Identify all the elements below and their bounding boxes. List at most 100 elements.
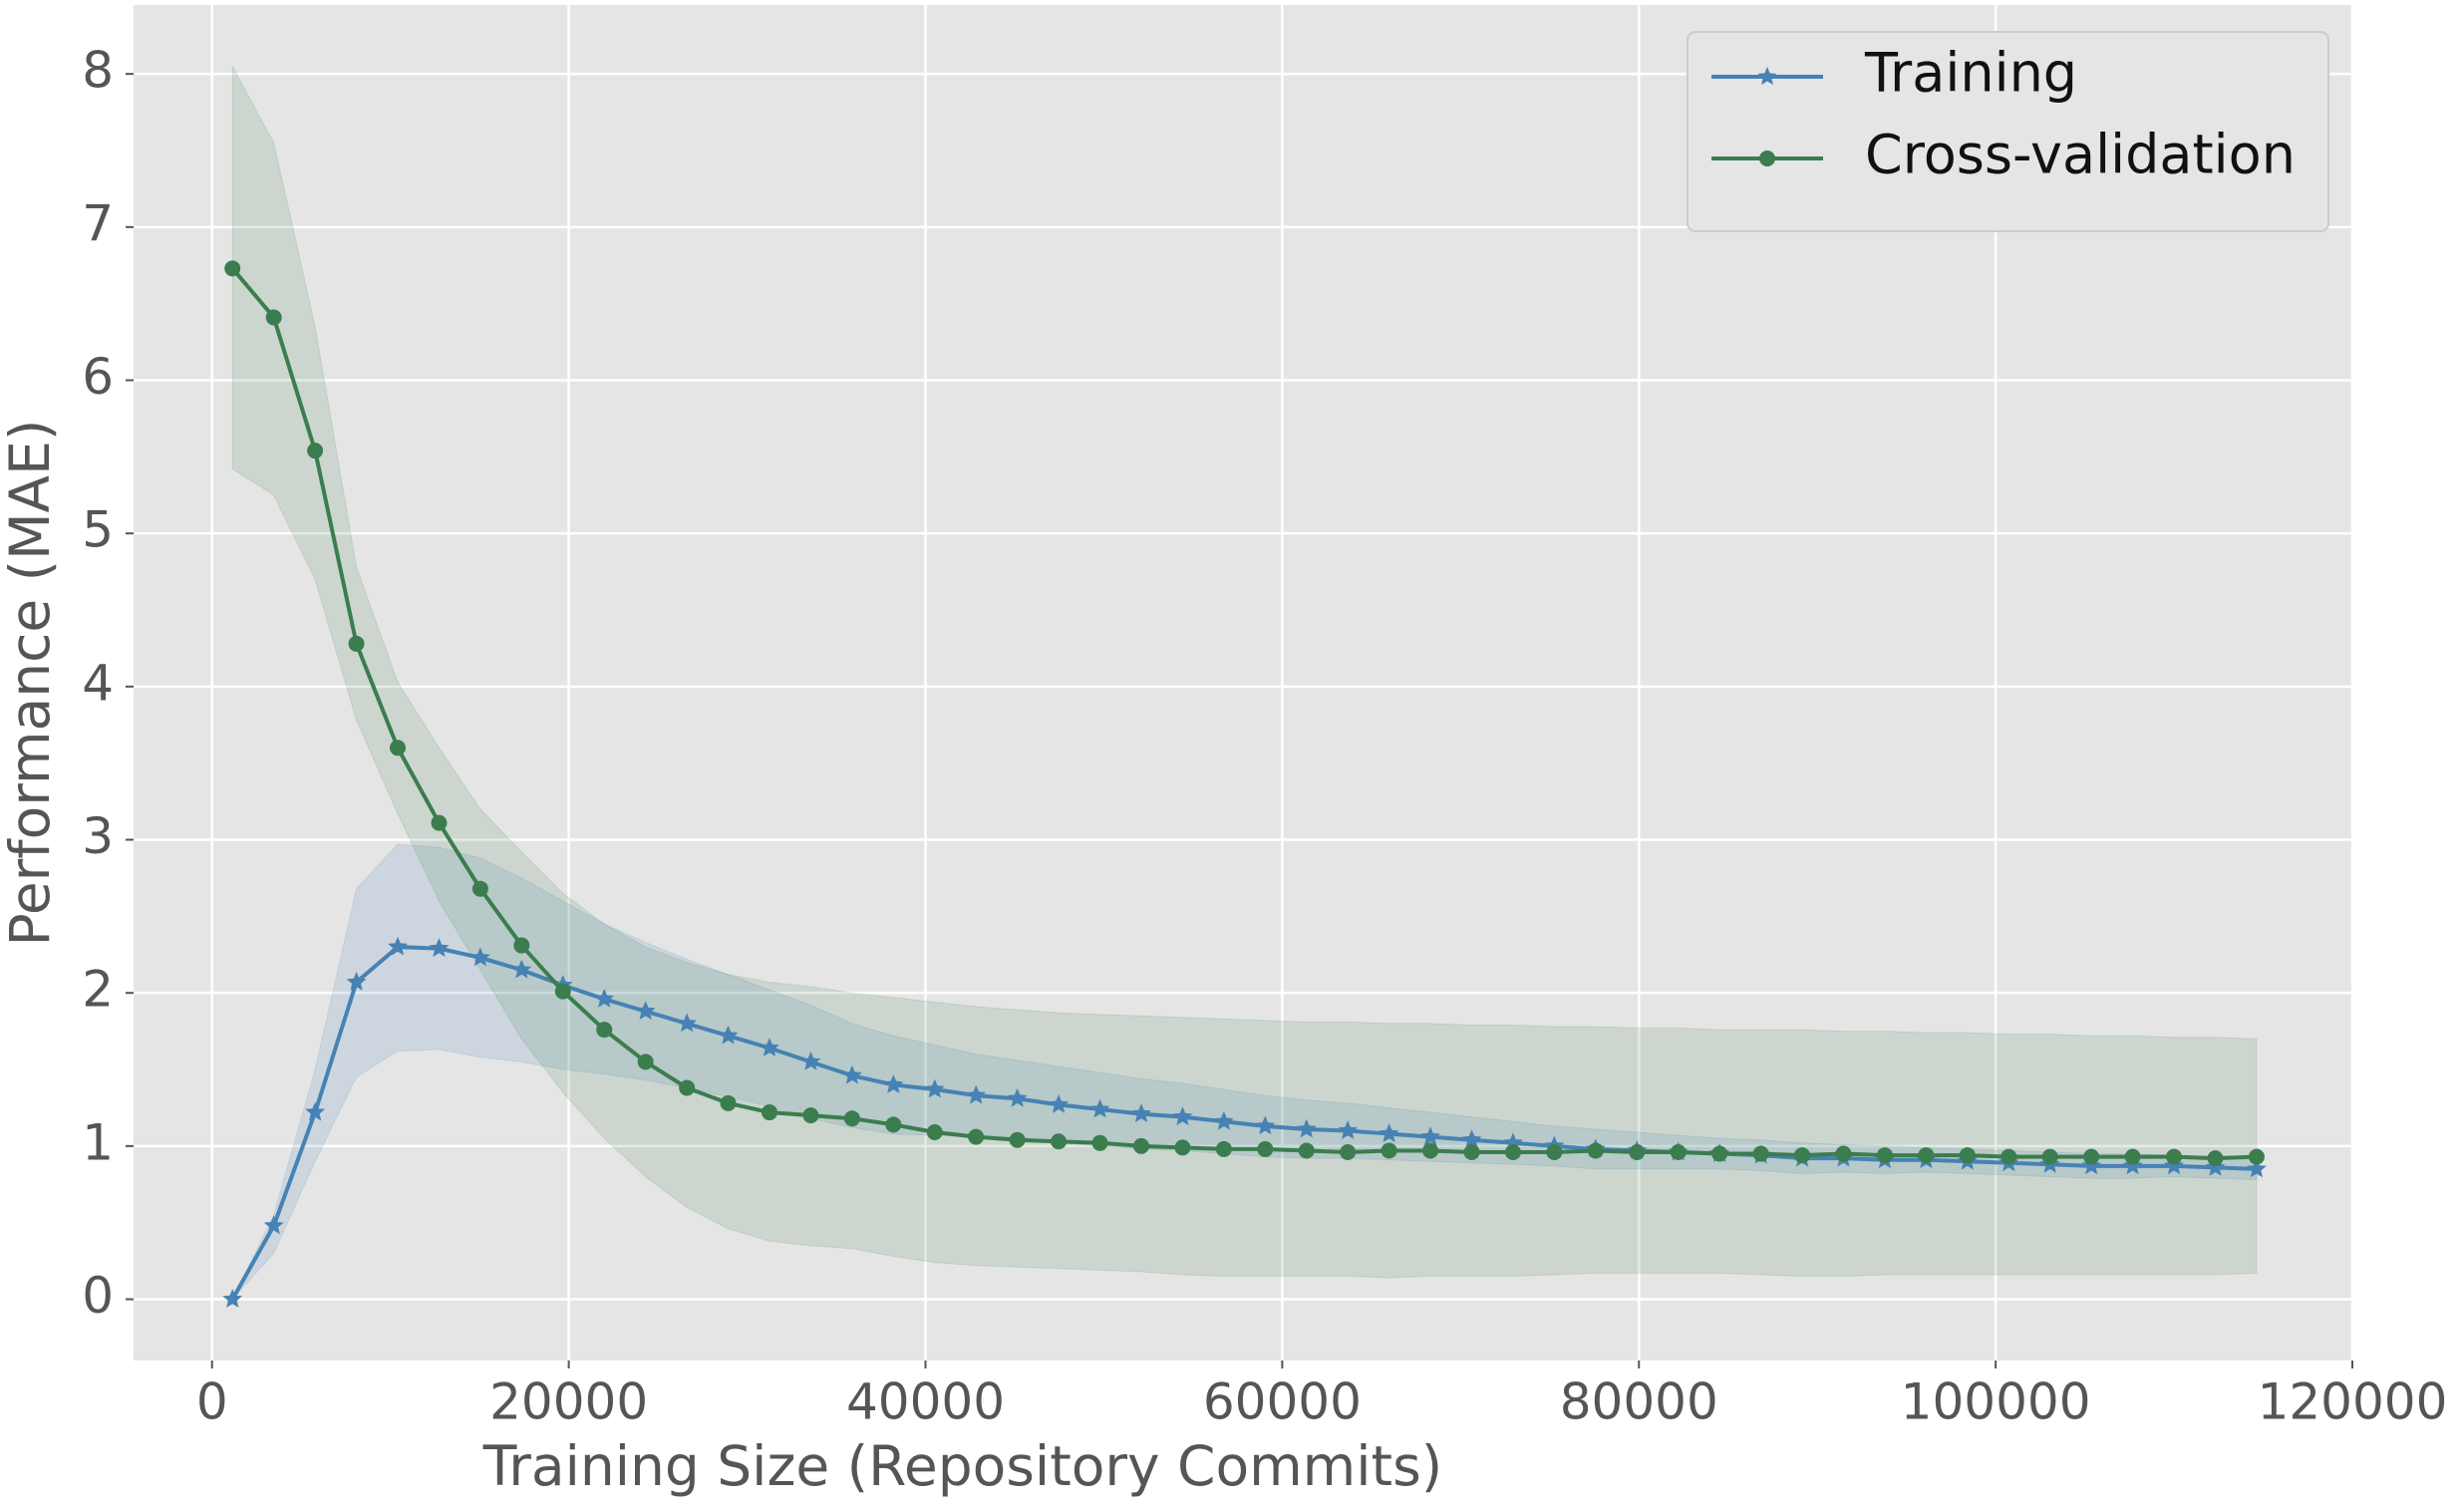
- marker: [596, 1022, 613, 1039]
- marker: [1214, 1110, 1234, 1130]
- marker: [637, 1054, 654, 1070]
- legend-label: Cross-validation: [1865, 124, 2296, 186]
- marker: [1257, 1140, 1274, 1157]
- y-tick-label: 7: [82, 194, 114, 252]
- marker: [885, 1116, 902, 1133]
- marker: [2166, 1148, 2183, 1165]
- legend-box: [1687, 31, 2329, 232]
- y-tick-label: 4: [82, 654, 114, 712]
- marker: [1711, 1145, 1728, 1162]
- marker: [1876, 1147, 1893, 1164]
- marker: [635, 1001, 656, 1020]
- marker: [2164, 1155, 2184, 1175]
- marker: [924, 1078, 945, 1098]
- marker: [2248, 1148, 2265, 1165]
- marker: [307, 443, 324, 459]
- marker: [1174, 1139, 1191, 1156]
- marker: [1422, 1142, 1439, 1159]
- x-tick-label: 0: [196, 1373, 228, 1431]
- marker: [2001, 1148, 2017, 1165]
- marker: [1420, 1126, 1440, 1146]
- marker: [2205, 1157, 2226, 1176]
- marker: [1009, 1131, 1026, 1148]
- marker: [800, 1051, 821, 1070]
- marker: [2081, 1155, 2101, 1175]
- x-tick-label: 20000: [489, 1373, 648, 1431]
- marker: [348, 635, 365, 652]
- marker: [761, 1104, 777, 1121]
- marker: [1172, 1106, 1193, 1126]
- marker: [968, 1128, 985, 1145]
- marker: [429, 938, 450, 957]
- marker: [1338, 1120, 1359, 1139]
- marker: [883, 1074, 904, 1093]
- marker: [1051, 1133, 1068, 1150]
- marker: [263, 1215, 284, 1235]
- marker: [431, 814, 448, 831]
- marker: [2122, 1155, 2143, 1175]
- marker: [718, 1025, 739, 1045]
- marker: [1504, 1144, 1521, 1161]
- x-tick-label: 120000: [2258, 1373, 2448, 1431]
- y-tick-label: 0: [82, 1267, 114, 1325]
- marker: [843, 1110, 860, 1127]
- x-tick-label: 80000: [1560, 1373, 1718, 1431]
- marker: [1381, 1142, 1397, 1159]
- marker: [1340, 1144, 1357, 1161]
- marker: [2247, 1158, 2267, 1178]
- marker: [760, 1038, 779, 1057]
- marker: [2124, 1148, 2141, 1165]
- marker: [1629, 1144, 1646, 1161]
- marker: [926, 1124, 943, 1141]
- marker: [554, 983, 571, 1000]
- marker: [2083, 1148, 2100, 1165]
- marker: [1255, 1115, 1276, 1135]
- legend-marker: [1759, 151, 1775, 166]
- marker: [224, 260, 241, 277]
- marker: [265, 309, 282, 326]
- marker: [1007, 1087, 1028, 1107]
- x-tick-label: 100000: [1901, 1373, 2091, 1431]
- marker: [222, 1289, 243, 1308]
- marker: [305, 1101, 325, 1121]
- marker: [1298, 1142, 1315, 1159]
- x-tick-label: 40000: [846, 1373, 1005, 1431]
- marker: [679, 1079, 696, 1096]
- marker: [1670, 1144, 1687, 1161]
- marker: [720, 1094, 737, 1111]
- marker: [1132, 1137, 1149, 1154]
- marker: [842, 1064, 862, 1084]
- marker: [677, 1013, 697, 1033]
- marker: [1131, 1103, 1151, 1122]
- marker: [1091, 1134, 1108, 1151]
- marker: [2207, 1150, 2224, 1167]
- marker: [1461, 1129, 1482, 1149]
- marker: [1296, 1118, 1317, 1138]
- y-tick-label: 2: [82, 961, 114, 1019]
- marker: [1918, 1147, 1935, 1164]
- y-axis-label: Performance (MAE): [0, 420, 62, 947]
- legend-marker: [1757, 67, 1777, 86]
- legend-label: Training: [1864, 42, 2077, 105]
- y-tick-label: 5: [82, 501, 114, 559]
- marker: [966, 1084, 987, 1104]
- marker: [388, 936, 408, 956]
- marker: [470, 947, 490, 967]
- marker: [2041, 1148, 2058, 1165]
- y-tick-label: 6: [82, 348, 114, 406]
- marker: [346, 972, 367, 991]
- marker: [1089, 1098, 1110, 1118]
- marker: [1546, 1144, 1563, 1161]
- marker: [1752, 1145, 1769, 1162]
- marker: [513, 937, 530, 954]
- marker: [1794, 1147, 1811, 1164]
- x-axis-label: Training Size (Repository Commits): [482, 1434, 1442, 1498]
- marker: [1835, 1145, 1852, 1162]
- y-tick-label: 3: [82, 807, 114, 865]
- marker: [1049, 1094, 1069, 1113]
- marker: [594, 988, 615, 1008]
- y-tick-label: 8: [82, 42, 114, 100]
- marker: [802, 1107, 819, 1124]
